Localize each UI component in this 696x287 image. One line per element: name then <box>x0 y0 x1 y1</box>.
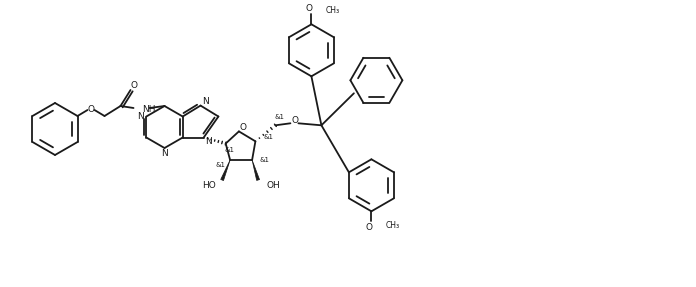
Text: N: N <box>137 112 143 121</box>
Text: O: O <box>306 4 313 13</box>
Text: OH: OH <box>266 181 280 191</box>
Text: &1: &1 <box>263 134 274 140</box>
Text: CH₃: CH₃ <box>386 221 400 230</box>
Text: N: N <box>161 148 168 158</box>
Polygon shape <box>252 160 260 181</box>
Text: N: N <box>202 97 209 106</box>
Text: HO: HO <box>203 181 216 191</box>
Text: &1: &1 <box>225 148 235 154</box>
Text: &1: &1 <box>274 114 285 120</box>
Text: N: N <box>205 137 212 146</box>
Text: O: O <box>292 116 299 125</box>
Text: O: O <box>239 123 246 132</box>
Text: O: O <box>130 82 137 90</box>
Text: O: O <box>366 223 373 232</box>
Text: NH: NH <box>143 104 156 113</box>
Text: &1: &1 <box>259 157 269 163</box>
Text: &1: &1 <box>215 162 225 168</box>
Text: CH₃: CH₃ <box>326 6 340 15</box>
Polygon shape <box>221 160 230 181</box>
Text: O: O <box>87 106 94 115</box>
